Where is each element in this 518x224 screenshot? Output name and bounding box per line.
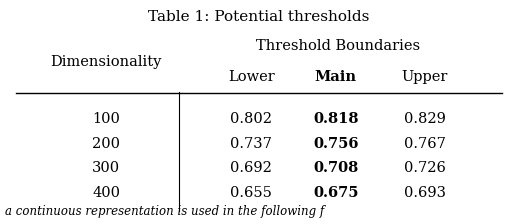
Text: Table 1: Potential thresholds: Table 1: Potential thresholds [148,10,370,24]
Text: 0.708: 0.708 [313,162,358,175]
Text: 300: 300 [92,162,120,175]
Text: Lower: Lower [228,70,275,84]
Text: 400: 400 [92,186,120,200]
Text: 0.829: 0.829 [404,112,445,126]
Text: Dimensionality: Dimensionality [50,55,162,69]
Text: 100: 100 [92,112,120,126]
Text: 0.726: 0.726 [404,162,445,175]
Text: 0.655: 0.655 [231,186,272,200]
Text: a continuous representation is used in the following f: a continuous representation is used in t… [5,205,324,218]
Text: 0.756: 0.756 [313,137,358,151]
Text: 0.818: 0.818 [313,112,358,126]
Text: Threshold Boundaries: Threshold Boundaries [256,39,420,53]
Text: 200: 200 [92,137,120,151]
Text: Main: Main [314,70,357,84]
Text: 0.737: 0.737 [231,137,272,151]
Text: 0.802: 0.802 [230,112,272,126]
Text: 0.675: 0.675 [313,186,358,200]
Text: Upper: Upper [401,70,448,84]
Text: 0.767: 0.767 [404,137,445,151]
Text: 0.693: 0.693 [404,186,446,200]
Text: 0.692: 0.692 [231,162,272,175]
